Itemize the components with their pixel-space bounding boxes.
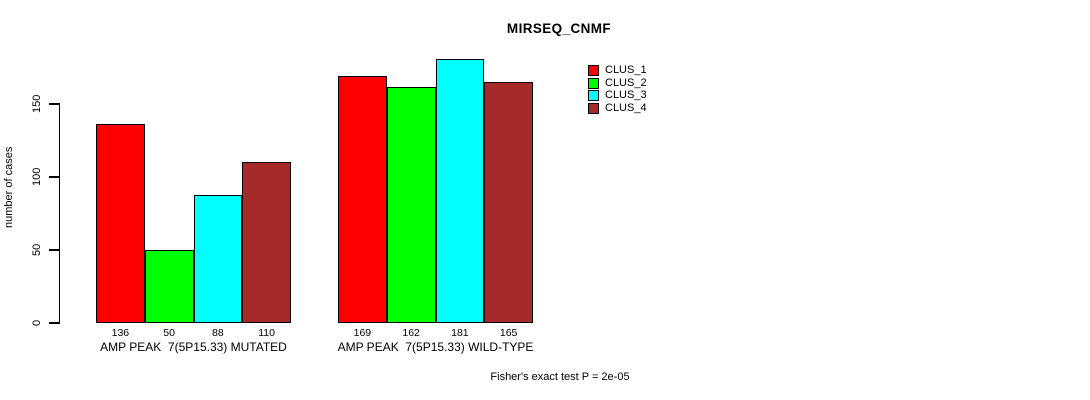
y-tick-mark — [49, 249, 60, 251]
legend-label-clus_4: CLUS_4 — [605, 102, 647, 115]
bar-value-label: 110 — [258, 327, 275, 339]
category-label: AMP PEAK 7(5P15.33) WILD-TYPE — [337, 340, 534, 354]
category-label: AMP PEAK 7(5P15.33) MUTATED — [100, 340, 287, 354]
y-tick-mark — [49, 176, 60, 178]
bar-value-label: 50 — [163, 327, 175, 339]
y-tick-label: 100 — [31, 167, 43, 187]
bar-value-label: 88 — [212, 327, 224, 339]
bar-value-label: 169 — [353, 327, 372, 339]
bar-value-label: 162 — [402, 327, 420, 339]
legend-swatch-clus_4 — [588, 103, 599, 115]
chart-title: MIRSEQ_CNMF — [506, 21, 612, 36]
bar-clus_2 — [144, 250, 194, 323]
bar-value-label: 136 — [111, 327, 130, 339]
bar-clus_4 — [242, 162, 291, 323]
legend-swatch-clus_3 — [588, 90, 599, 102]
bar-value-label: 181 — [451, 327, 469, 339]
legend-swatch-clus_2 — [588, 77, 599, 89]
legend-label-clus_3: CLUS_3 — [605, 89, 647, 102]
bar-clus_3 — [193, 194, 243, 323]
bar-clus_4 — [484, 82, 533, 323]
y-tick-label: 0 — [31, 319, 43, 327]
y-tick-mark — [49, 322, 60, 324]
bar-clus_3 — [435, 58, 485, 323]
legend-label-clus_1: CLUS_1 — [605, 64, 647, 76]
bar-value-label: 165 — [499, 327, 518, 339]
y-tick-mark — [49, 103, 60, 105]
legend-label-clus_2: CLUS_2 — [605, 76, 647, 89]
y-axis-line — [59, 104, 61, 324]
bar-clus_1 — [338, 76, 387, 323]
legend-swatch-clus_1 — [588, 65, 599, 76]
y-tick-label: 50 — [31, 243, 43, 257]
bar-clus_1 — [96, 124, 145, 323]
legend: CLUS_1 CLUS_2 CLUS_3 CLUS_4 — [588, 64, 708, 125]
y-tick-label: 150 — [31, 94, 43, 114]
bar-clus_2 — [386, 86, 436, 323]
fisher-test-annotation: Fisher's exact test P = 2e-05 — [490, 371, 630, 383]
